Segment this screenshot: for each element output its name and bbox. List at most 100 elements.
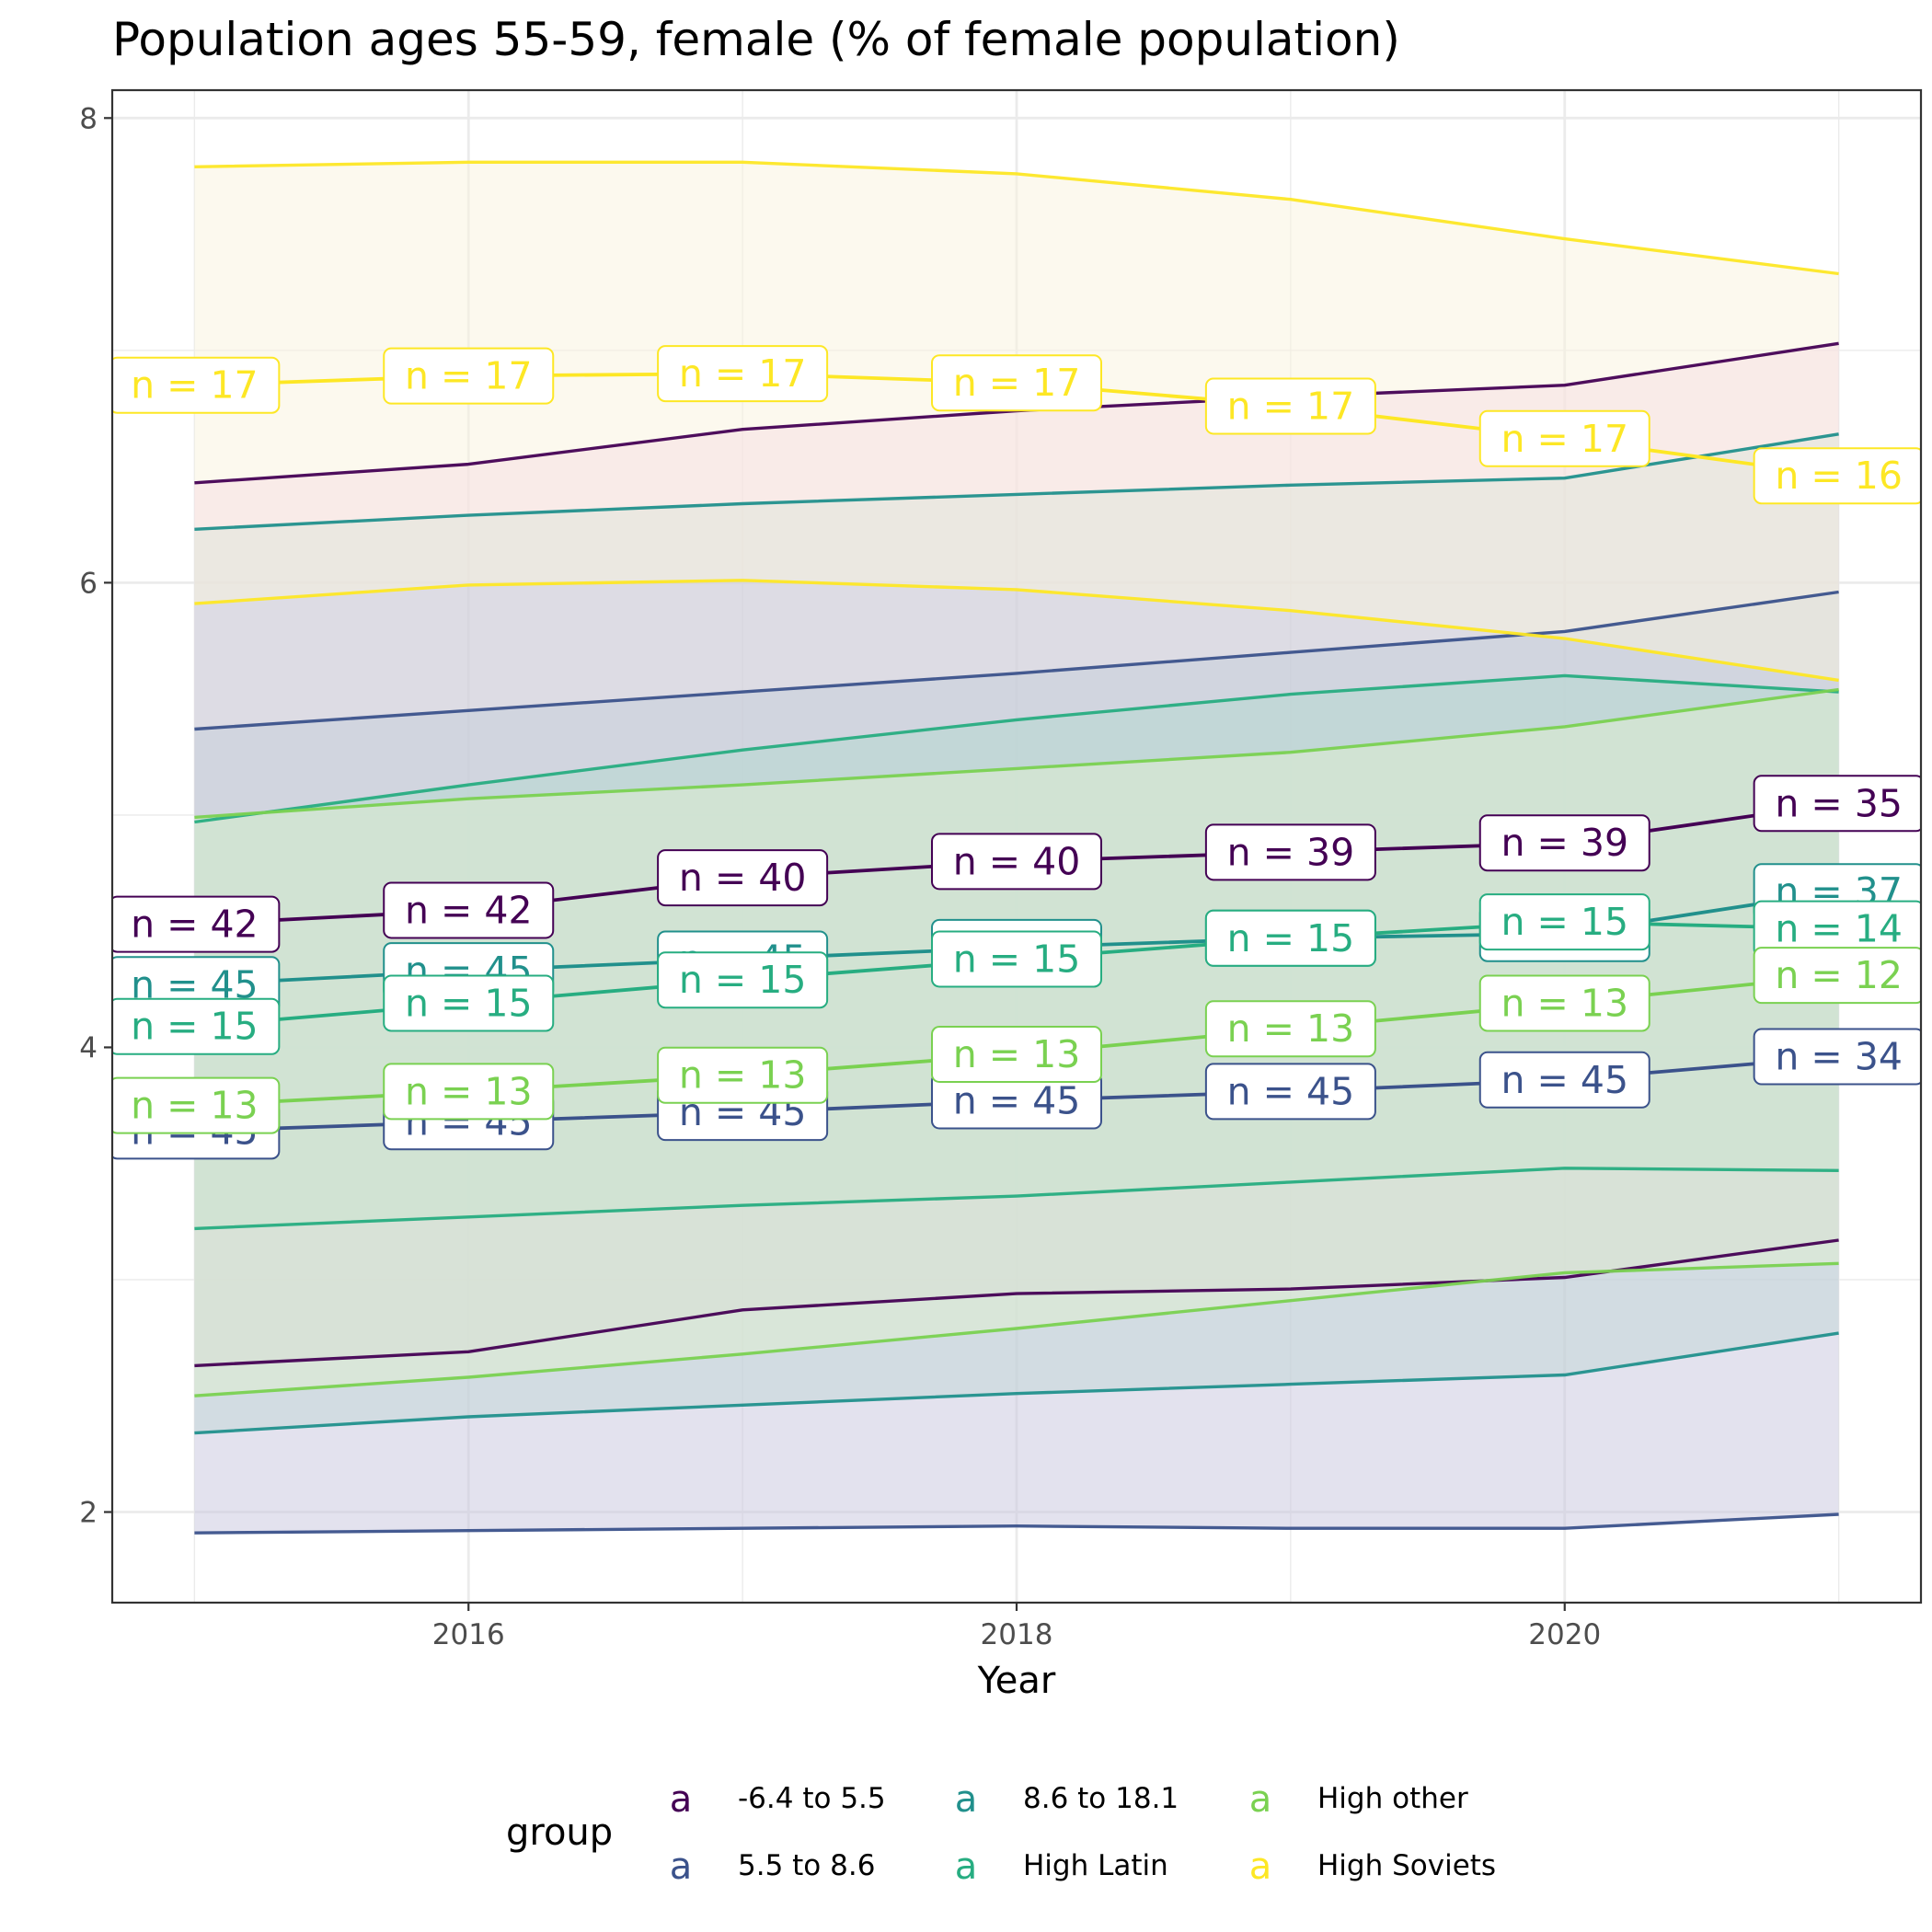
n-label-6-4-to-5-5: n = 42 xyxy=(383,881,555,939)
n-label-high-other: n = 12 xyxy=(1753,947,1921,1005)
n-label-box xyxy=(657,345,829,403)
lower-line-6-4-to-5-5 xyxy=(194,1238,1839,1368)
n-label-high-soviets: n = 17 xyxy=(931,354,1102,412)
n-label-text: n = 12 xyxy=(1775,953,1903,997)
n-label-5-5-to-8-6: n = 45 xyxy=(1478,1051,1650,1109)
n-label-high-other: n = 13 xyxy=(1478,974,1650,1032)
n-label-box xyxy=(931,354,1102,412)
n-label-high-other: n = 13 xyxy=(112,1076,281,1134)
x-tick-label: 2016 xyxy=(432,1618,505,1651)
n-label-text: n = 13 xyxy=(1501,981,1628,1025)
legend-key-glyph: a xyxy=(670,1846,693,1888)
n-label-text: n = 17 xyxy=(1501,417,1628,461)
legend-label: 8.6 to 18.1 xyxy=(1023,1782,1179,1815)
legend-key-glyph: a xyxy=(670,1778,693,1821)
n-label-6-4-to-5-5: n = 35 xyxy=(1753,775,1921,833)
legend-label: High Soviets xyxy=(1317,1849,1496,1882)
n-label-text: n = 13 xyxy=(953,1032,1081,1076)
legend-item-high-soviets: a High Soviets xyxy=(1249,1846,1496,1888)
n-label-text: n = 13 xyxy=(1227,1006,1355,1051)
lower-line-8-6-to-18-1 xyxy=(194,1331,1839,1435)
n-label-6-4-to-5-5: n = 39 xyxy=(1204,823,1376,881)
n-label-box xyxy=(383,1063,555,1121)
n-label-high-soviets: n = 17 xyxy=(1478,409,1650,467)
n-label-box xyxy=(1478,974,1650,1032)
n-label-text: n = 15 xyxy=(1501,900,1628,944)
chart-title: Population ages 55-59, female (% of fema… xyxy=(112,13,1400,66)
n-label-high-latin: n = 15 xyxy=(112,997,281,1055)
x-tick-label: 2018 xyxy=(981,1618,1053,1651)
n-label-high-soviets: n = 17 xyxy=(657,345,829,403)
y-tick-label: 8 xyxy=(79,102,98,135)
legend-item-6-4-to-5-5: a -6.4 to 5.5 xyxy=(670,1778,886,1821)
n-label-text: n = 35 xyxy=(1775,781,1903,825)
n-label-box xyxy=(112,997,281,1055)
n-label-box xyxy=(657,1046,829,1104)
n-label-text: n = 45 xyxy=(953,1079,1081,1123)
n-label-text: n = 15 xyxy=(679,958,807,1002)
n-label-box xyxy=(1478,409,1650,467)
n-label-box xyxy=(1478,893,1650,951)
x-axis-title: Year xyxy=(977,1660,1056,1702)
n-label-text: n = 17 xyxy=(405,354,533,398)
lower-line-high-latin xyxy=(194,1167,1839,1231)
n-label-text: n = 17 xyxy=(953,361,1081,405)
n-label-high-soviets: n = 17 xyxy=(383,347,555,405)
n-label-text: n = 15 xyxy=(1227,916,1355,960)
n-label-text: n = 14 xyxy=(1775,907,1903,951)
lower-line-high-other xyxy=(194,1261,1839,1397)
legend-item-high-other: a High other xyxy=(1249,1778,1468,1821)
upper-line-high-soviets xyxy=(194,160,1839,276)
n-label-text: n = 17 xyxy=(679,351,807,396)
n-label-text: n = 39 xyxy=(1501,821,1628,865)
n-label-text: n = 15 xyxy=(953,937,1081,981)
n-label-box xyxy=(931,833,1102,891)
n-label-text: n = 45 xyxy=(1227,1069,1355,1113)
legend-title: group xyxy=(506,1811,613,1854)
n-label-box xyxy=(1478,1051,1650,1109)
n-label-box xyxy=(383,347,555,405)
n-label-box xyxy=(1204,1063,1376,1121)
plot-area: n = 42 n = 42 n = 40 n = 40 n = 39 n = 39 n = … xyxy=(79,88,1923,1651)
n-label-box xyxy=(383,974,555,1032)
n-label-high-soviets: n = 17 xyxy=(1204,377,1376,435)
n-label-text: n = 16 xyxy=(1775,454,1903,498)
n-label-high-soviets: n = 16 xyxy=(1753,447,1921,505)
n-label-5-5-to-8-6: n = 34 xyxy=(1753,1028,1921,1086)
n-label-box xyxy=(1753,947,1921,1005)
legend-label: High Latin xyxy=(1023,1849,1168,1882)
n-label-box xyxy=(1478,814,1650,872)
n-label-box xyxy=(1753,775,1921,833)
n-label-box xyxy=(931,1026,1102,1084)
n-label-box xyxy=(1204,909,1376,967)
lower-line-5-5-to-8-6 xyxy=(194,1512,1839,1535)
legend-item-high-latin: a High Latin xyxy=(955,1846,1168,1888)
n-labels: n = 42 n = 42 n = 40 n = 40 n = 39 n = 39 n = … xyxy=(112,345,1921,1160)
n-label-box xyxy=(657,951,829,1009)
upper-line-8-6-to-18-1 xyxy=(194,432,1839,531)
n-label-text: n = 39 xyxy=(1227,830,1355,874)
n-label-6-4-to-5-5: n = 40 xyxy=(931,833,1102,891)
n-label-high-other: n = 13 xyxy=(383,1063,555,1121)
y-tick-label: 4 xyxy=(79,1031,98,1064)
n-label-high-latin: n = 15 xyxy=(1478,893,1650,951)
n-label-high-other: n = 13 xyxy=(657,1046,829,1104)
upper-line-high-other xyxy=(194,687,1839,820)
legend-item-5-5-to-8-6: a 5.5 to 8.6 xyxy=(670,1846,876,1888)
n-label-box xyxy=(112,1076,281,1134)
axes: 2 4 6 8 2016 2018 2020 xyxy=(79,102,1601,1651)
upper-line-high-latin xyxy=(194,673,1839,824)
n-label-text: n = 15 xyxy=(131,1005,259,1049)
ribbons xyxy=(194,162,1839,1534)
n-label-box xyxy=(931,930,1102,988)
n-label-text: n = 34 xyxy=(1775,1035,1903,1079)
y-tick-label: 6 xyxy=(79,567,98,600)
n-label-5-5-to-8-6: n = 45 xyxy=(931,1072,1102,1130)
n-label-text: n = 13 xyxy=(679,1053,807,1098)
n-label-text: n = 42 xyxy=(131,903,259,947)
legend-label: 5.5 to 8.6 xyxy=(738,1849,875,1882)
n-label-box xyxy=(1753,1028,1921,1086)
n-label-high-other: n = 13 xyxy=(1204,1000,1376,1058)
